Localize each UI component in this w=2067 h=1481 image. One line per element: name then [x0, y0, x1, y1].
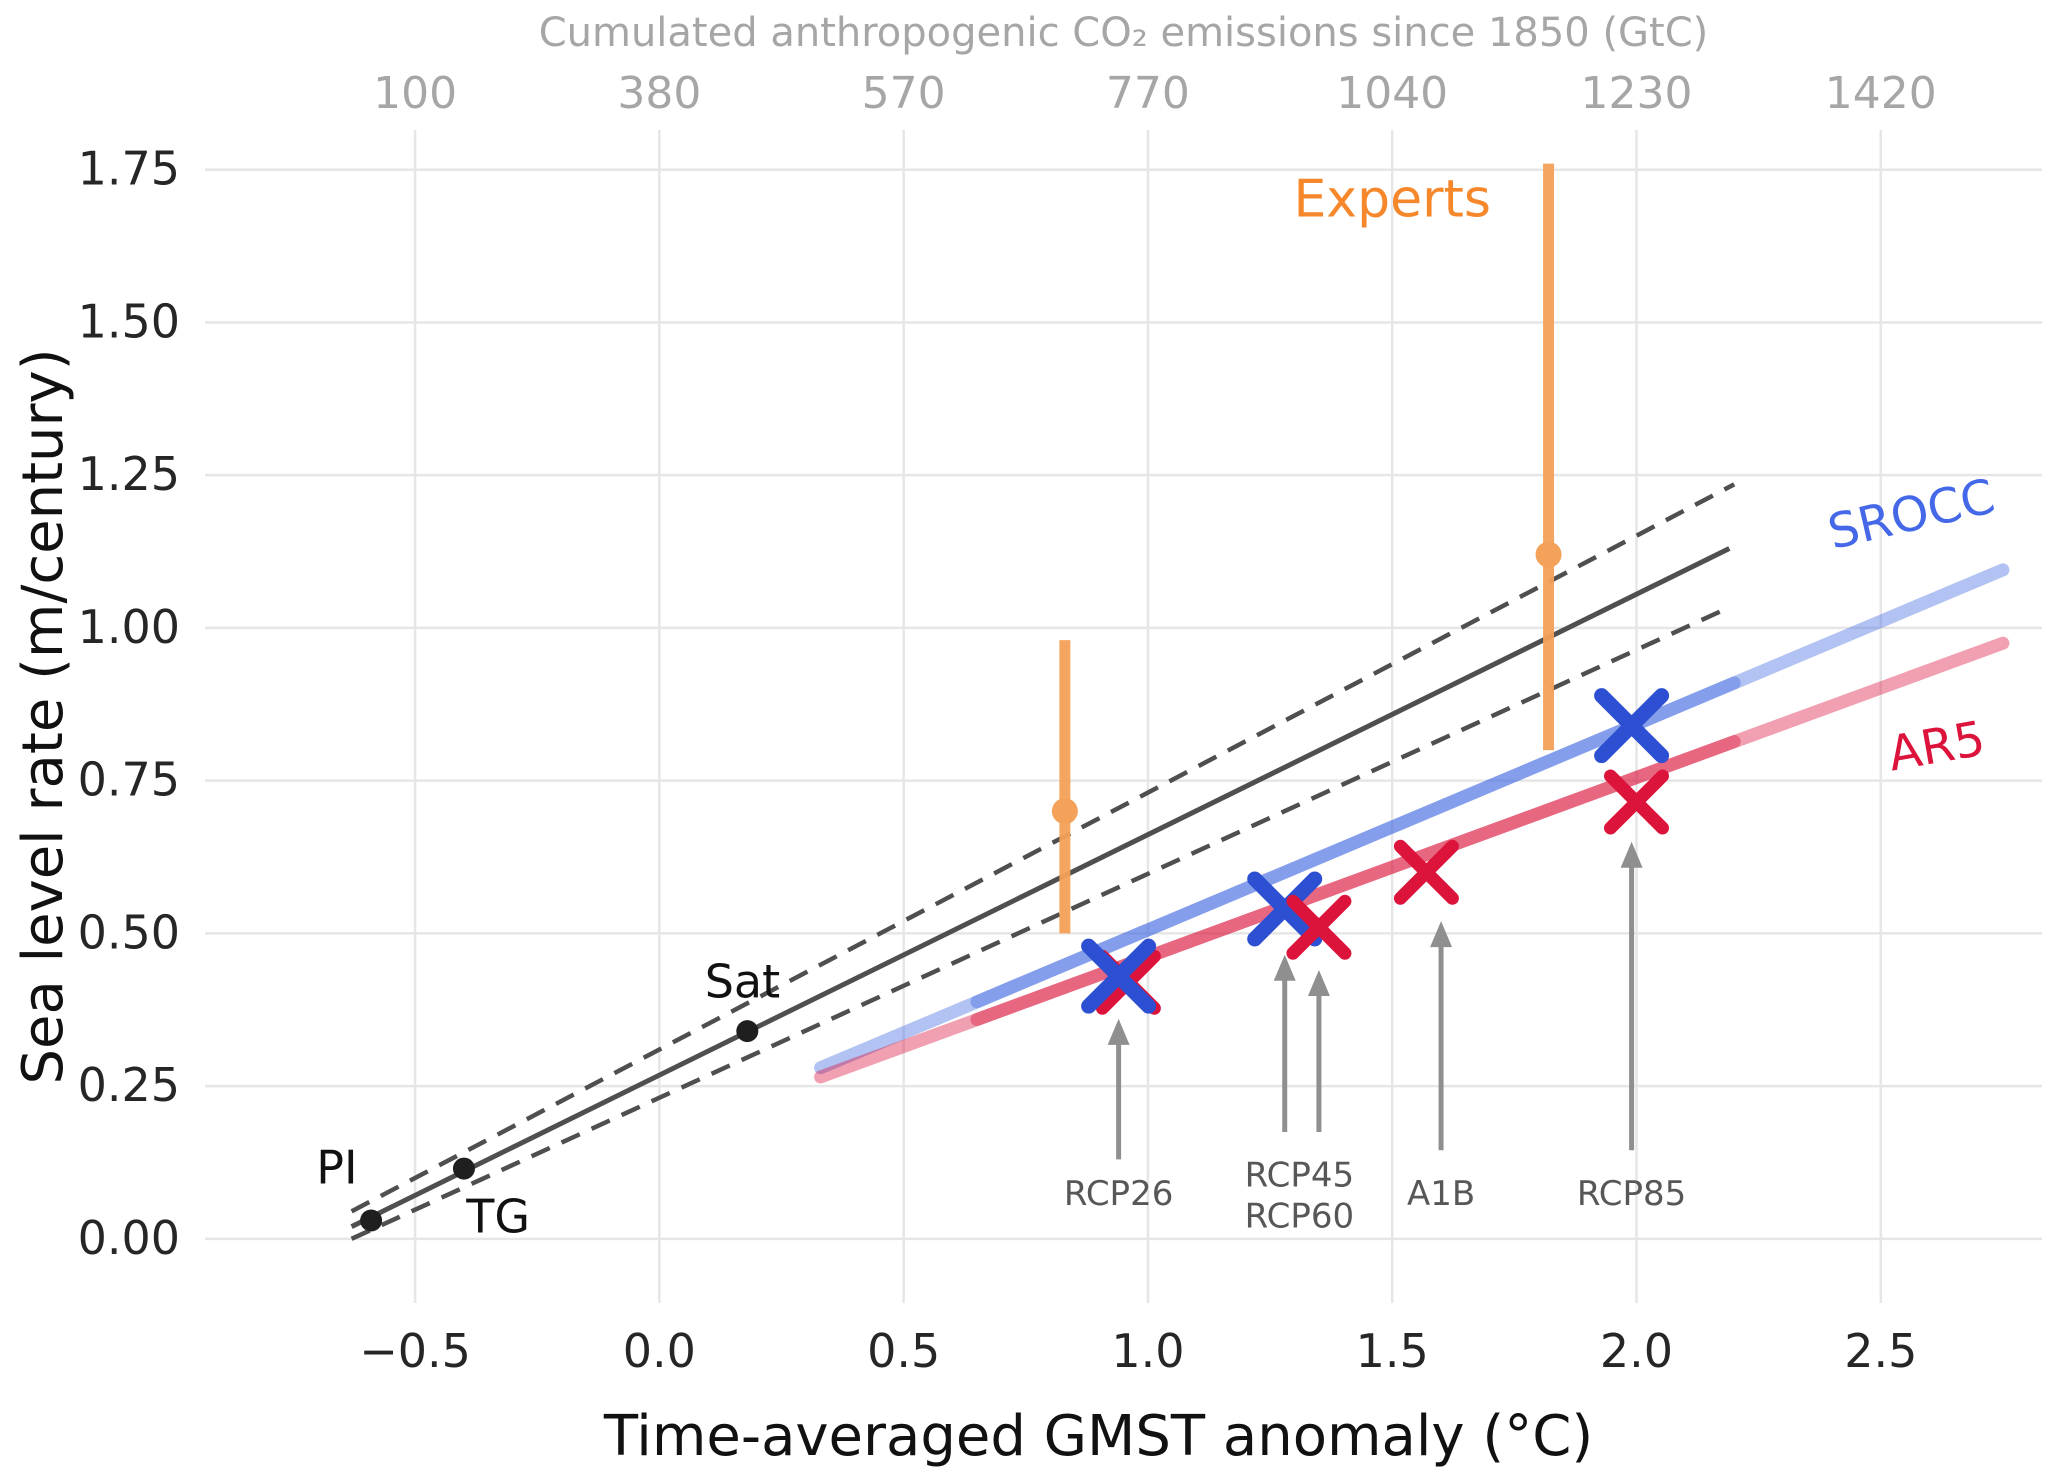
y-tick-label: 0.75	[78, 753, 180, 807]
fit-upper-dashed	[350, 482, 1736, 1214]
x-tick-label: 1.0	[1111, 1324, 1184, 1378]
top-tick-label: 1420	[1825, 68, 1937, 119]
obs-point-tg	[452, 1157, 475, 1180]
y-tick-label: 0.50	[78, 905, 180, 959]
scenario-arrow-head	[1273, 954, 1296, 981]
y-tick-label: 1.75	[78, 142, 180, 196]
scenario-marker-srocc-rcp26	[1081, 938, 1157, 1014]
scenario-marker-srocc-rcp45	[1247, 871, 1323, 947]
srocc-projection-line	[814, 563, 2010, 1075]
experts-point	[1535, 541, 1562, 568]
scenario-arrow-head	[1107, 1018, 1130, 1045]
top-tick-label: 570	[862, 68, 946, 119]
x-tick-label: 0.0	[623, 1324, 696, 1378]
y-tick-label: 0.25	[78, 1058, 180, 1112]
top-tick-label: 770	[1106, 68, 1190, 119]
scenario-arrow-head	[1307, 970, 1330, 997]
scenario-annotation-label: RCP60	[1245, 1197, 1354, 1237]
top-tick-label: 1230	[1580, 68, 1692, 119]
obs-point-sat	[736, 1020, 759, 1043]
scenario-annotation-label: RCP85	[1577, 1174, 1686, 1214]
obs-point-pi	[360, 1209, 383, 1232]
scenario-annotation-label: RCP26	[1064, 1174, 1173, 1214]
x-axis-title: Time-averaged GMST anomaly (°C)	[603, 1404, 1593, 1469]
y-tick-label: 1.00	[78, 600, 180, 654]
y-tick-label: 1.50	[78, 294, 180, 348]
obs-label-pi: PI	[316, 1141, 357, 1195]
top-tick-label: 1040	[1336, 68, 1448, 119]
scenario-marker-ar5-rcp45rcp60	[1286, 894, 1352, 960]
fit-central-line	[350, 546, 1731, 1229]
top-tick-label: 380	[617, 68, 701, 119]
scenario-annotation-label: A1B	[1407, 1174, 1475, 1214]
x-tick-label: 2.0	[1600, 1324, 1673, 1378]
scenario-marker-ar5-rcp85	[1603, 769, 1669, 835]
scenario-marker-srocc-rcp85	[1594, 688, 1670, 764]
top-axis-title: Cumulated anthropogenic CO₂ emissions si…	[539, 10, 1709, 56]
experts-point	[1051, 798, 1078, 825]
y-tick-label: 1.25	[78, 447, 180, 501]
y-axis-title: Sea level rate (m/century)	[11, 348, 76, 1084]
x-tick-label: 1.5	[1356, 1324, 1429, 1378]
y-tick-label: 0.00	[78, 1211, 180, 1265]
scenario-annotation-label: RCP45	[1245, 1156, 1354, 1196]
obs-label-sat: Sat	[705, 954, 780, 1008]
x-tick-label: 0.5	[867, 1324, 940, 1378]
fit-lower-dashed	[350, 607, 1726, 1241]
experts-label: Experts	[1293, 169, 1491, 229]
srocc-projection-line-core	[970, 676, 1741, 1009]
obs-label-tg: TG	[465, 1189, 530, 1243]
x-tick-label: −0.5	[359, 1324, 471, 1378]
top-tick-label: 100	[373, 68, 457, 119]
scenario-arrow-head	[1430, 921, 1453, 948]
scenario-marker-ar5-a1b	[1393, 839, 1459, 905]
scenario-arrow-head	[1620, 841, 1643, 868]
ar5-projection-line-core	[970, 735, 1741, 1027]
x-tick-label: 2.5	[1844, 1324, 1917, 1378]
